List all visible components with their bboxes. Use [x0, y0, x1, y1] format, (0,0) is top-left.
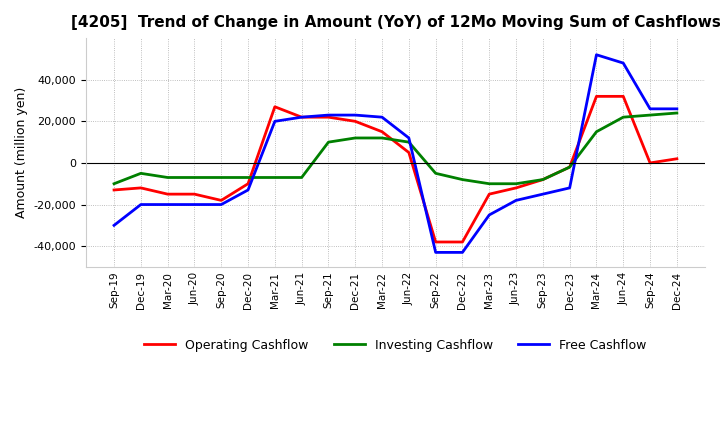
Operating Cashflow [512, 185, 521, 191]
Investing Cashflow [190, 175, 199, 180]
Free Cashflow [646, 106, 654, 111]
Investing Cashflow [163, 175, 172, 180]
Investing Cashflow [378, 136, 387, 141]
Operating Cashflow [565, 165, 574, 170]
Investing Cashflow [431, 171, 440, 176]
Operating Cashflow [109, 187, 118, 193]
Free Cashflow [485, 213, 494, 218]
Operating Cashflow [485, 191, 494, 197]
Operating Cashflow [592, 94, 600, 99]
Free Cashflow [190, 202, 199, 207]
Free Cashflow [271, 119, 279, 124]
Free Cashflow [109, 223, 118, 228]
Investing Cashflow [539, 177, 547, 182]
Free Cashflow [565, 185, 574, 191]
Operating Cashflow [137, 185, 145, 191]
Operating Cashflow [324, 114, 333, 120]
Investing Cashflow [244, 175, 253, 180]
Investing Cashflow [565, 165, 574, 170]
Legend: Operating Cashflow, Investing Cashflow, Free Cashflow: Operating Cashflow, Investing Cashflow, … [139, 334, 652, 357]
Operating Cashflow [217, 198, 225, 203]
Operating Cashflow [378, 129, 387, 134]
Investing Cashflow [271, 175, 279, 180]
Free Cashflow [672, 106, 681, 111]
Free Cashflow [351, 113, 359, 118]
Operating Cashflow [351, 119, 359, 124]
Free Cashflow [431, 250, 440, 255]
Line: Investing Cashflow: Investing Cashflow [114, 113, 677, 184]
Operating Cashflow [672, 156, 681, 161]
Free Cashflow [458, 250, 467, 255]
Free Cashflow [619, 60, 628, 66]
Free Cashflow [324, 113, 333, 118]
Operating Cashflow [297, 114, 306, 120]
Investing Cashflow [646, 113, 654, 118]
Free Cashflow [244, 187, 253, 193]
Operating Cashflow [405, 150, 413, 155]
Investing Cashflow [109, 181, 118, 187]
Investing Cashflow [485, 181, 494, 187]
Investing Cashflow [217, 175, 225, 180]
Investing Cashflow [458, 177, 467, 182]
Investing Cashflow [351, 136, 359, 141]
Free Cashflow [539, 191, 547, 197]
Investing Cashflow [405, 139, 413, 145]
Operating Cashflow [271, 104, 279, 110]
Y-axis label: Amount (million yen): Amount (million yen) [15, 87, 28, 218]
Operating Cashflow [431, 239, 440, 245]
Operating Cashflow [539, 177, 547, 182]
Free Cashflow [592, 52, 600, 57]
Free Cashflow [378, 114, 387, 120]
Operating Cashflow [458, 239, 467, 245]
Investing Cashflow [137, 171, 145, 176]
Free Cashflow [163, 202, 172, 207]
Operating Cashflow [190, 191, 199, 197]
Investing Cashflow [619, 114, 628, 120]
Investing Cashflow [297, 175, 306, 180]
Free Cashflow [217, 202, 225, 207]
Investing Cashflow [512, 181, 521, 187]
Operating Cashflow [163, 191, 172, 197]
Investing Cashflow [672, 110, 681, 116]
Operating Cashflow [619, 94, 628, 99]
Investing Cashflow [592, 129, 600, 134]
Operating Cashflow [646, 160, 654, 165]
Free Cashflow [512, 198, 521, 203]
Free Cashflow [137, 202, 145, 207]
Operating Cashflow [244, 181, 253, 187]
Free Cashflow [405, 136, 413, 141]
Line: Operating Cashflow: Operating Cashflow [114, 96, 677, 242]
Free Cashflow [297, 114, 306, 120]
Line: Free Cashflow: Free Cashflow [114, 55, 677, 253]
Title: [4205]  Trend of Change in Amount (YoY) of 12Mo Moving Sum of Cashflows: [4205] Trend of Change in Amount (YoY) o… [71, 15, 720, 30]
Investing Cashflow [324, 139, 333, 145]
